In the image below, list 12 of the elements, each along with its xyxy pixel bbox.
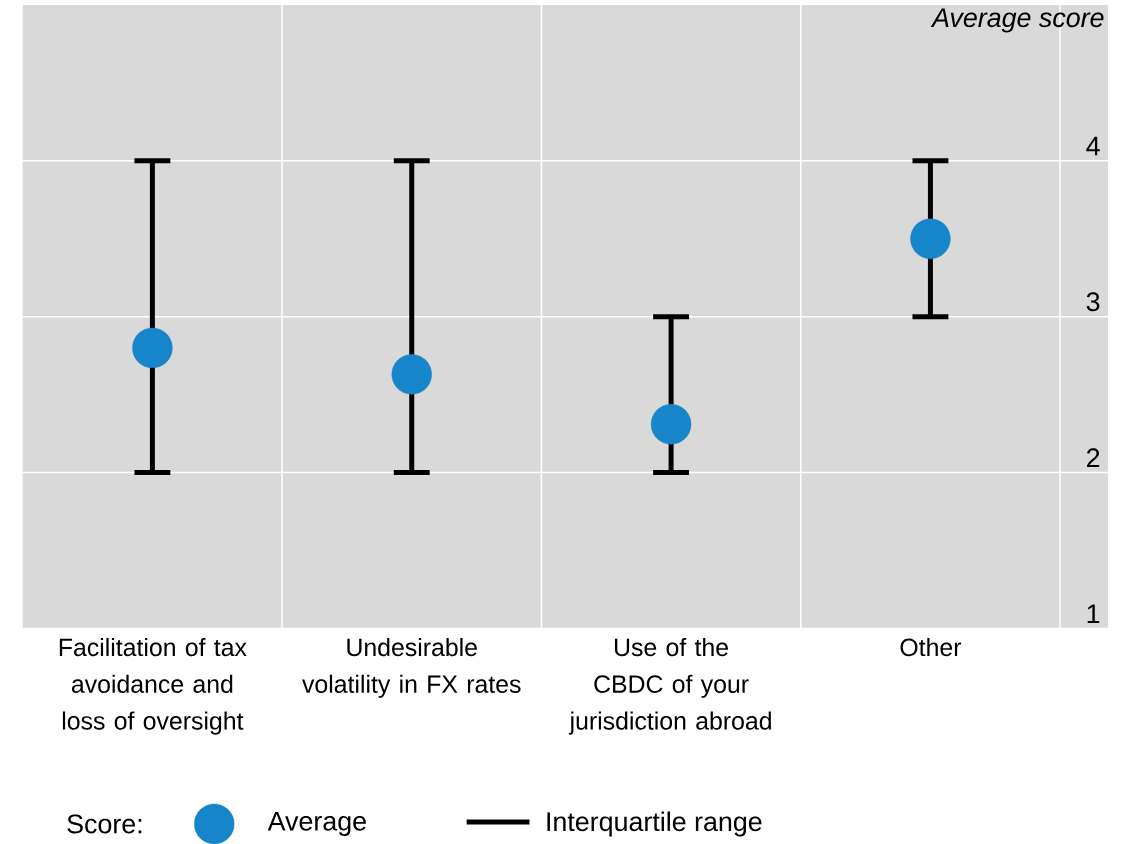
legend-label: Average	[267, 811, 366, 837]
text: Interquartile range	[547, 811, 762, 837]
x-tick-label: Other	[900, 637, 962, 657]
y-tick-label: 2	[1087, 448, 1100, 468]
y-tick-label: 1	[1087, 604, 1100, 623]
y-tick-label: 4	[1086, 136, 1100, 156]
y-tick-label: 3	[1086, 292, 1100, 312]
y-axis-title: Average score	[930, 8, 1104, 33]
x-tick-label: Use of the CBDC of your jurisdiction abroad	[568, 637, 771, 735]
x-tick-label: Facilitation of tax avoidance and loss of oversight	[59, 637, 247, 735]
legend-title: Score:	[67, 814, 142, 834]
x-tick-label: Undesirable volatility in FX rates	[302, 637, 521, 698]
